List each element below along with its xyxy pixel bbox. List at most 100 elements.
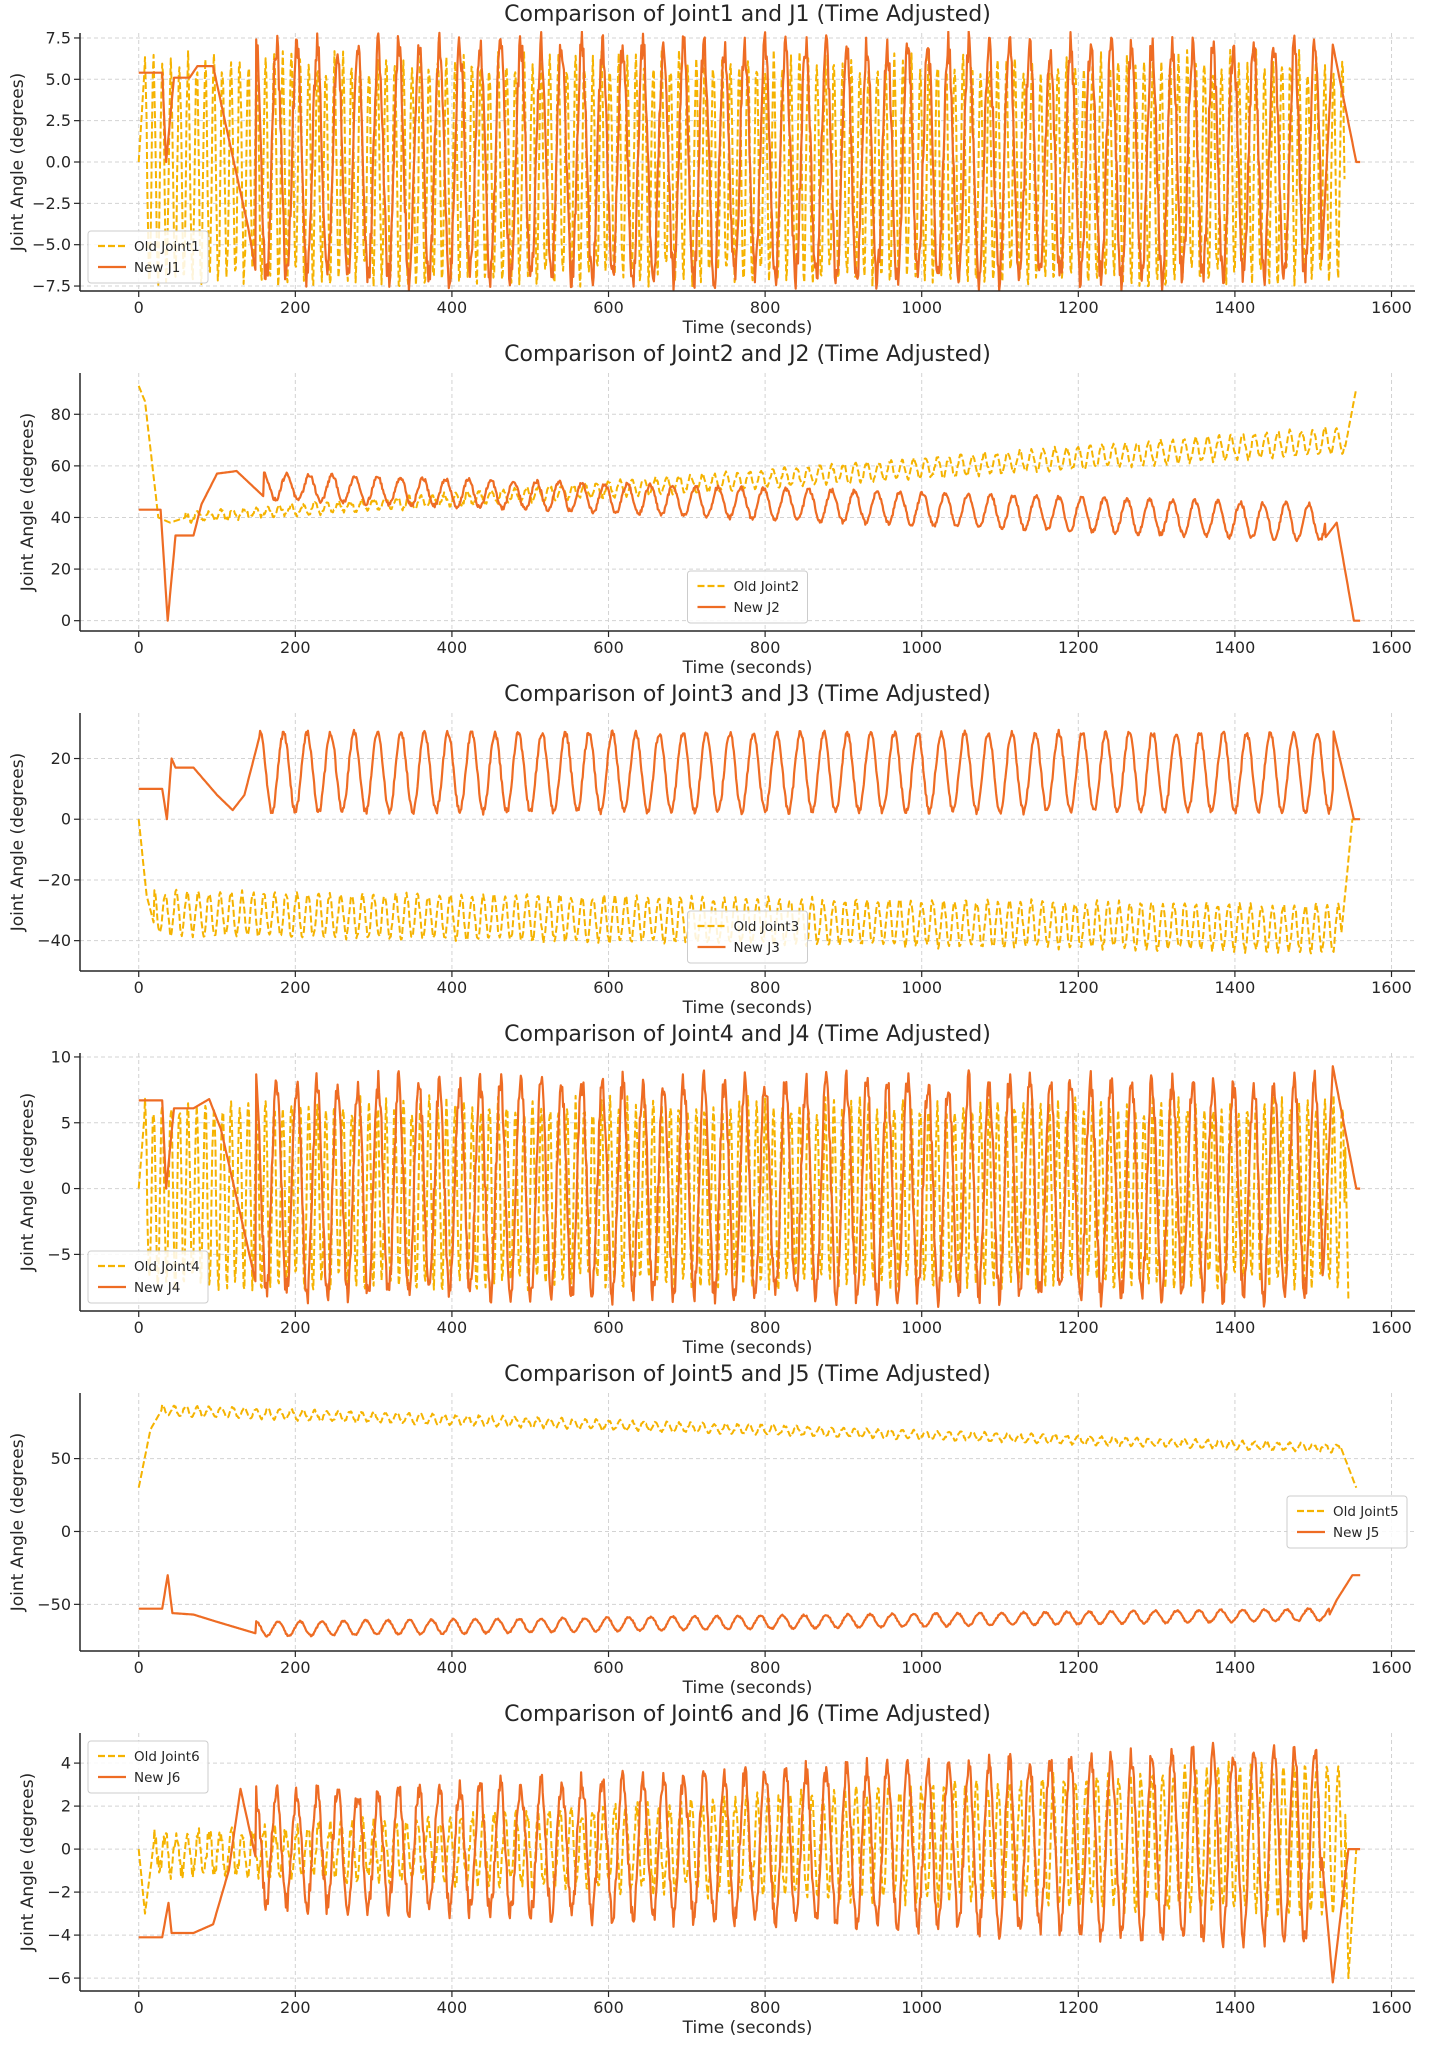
legend: Old Joint4 New J4 xyxy=(87,1250,209,1304)
x-tick-label: 0 xyxy=(134,1658,144,1677)
chart-panel-5: 0 200 400 600 800 1000 1200 1400 1600 50 0 −50 Compa… xyxy=(8,1362,1415,1698)
legend-label-new: New J1 xyxy=(134,260,180,276)
x-tick-label: 1600 xyxy=(1371,1658,1412,1677)
y-tick-label: 0 xyxy=(61,611,71,630)
y-tick-label: 0 xyxy=(61,1840,71,1859)
legend-box xyxy=(1286,1495,1408,1549)
x-tick-label: 1000 xyxy=(901,1998,942,2017)
x-tick-label: 600 xyxy=(593,298,624,317)
legend-box xyxy=(687,570,808,624)
y-tick-label: −4 xyxy=(47,1926,71,1945)
series-line-new xyxy=(138,1065,1361,1308)
legend-box xyxy=(687,910,808,964)
y-tick-label: 0 xyxy=(61,1179,71,1198)
series-line-new xyxy=(138,1574,1361,1638)
x-tick-label: 1200 xyxy=(1058,298,1099,317)
x-tick-label: 1400 xyxy=(1215,1658,1256,1677)
x-tick-label: 0 xyxy=(134,638,144,657)
x-tick-label: 600 xyxy=(593,978,624,997)
x-tick-label: 200 xyxy=(280,638,311,657)
x-tick-label: 400 xyxy=(437,638,468,657)
y-tick-label: 80 xyxy=(51,405,71,424)
chart-panel-3: 0 200 400 600 800 1000 1200 1400 1600200−20−40Co… xyxy=(8,682,1415,1018)
y-tick-label: 5 xyxy=(61,1113,71,1132)
x-tick-label: 1200 xyxy=(1058,1998,1099,2017)
x-tick-label: 800 xyxy=(750,638,781,657)
chart-panel-6: 0 200 400 600 800 1000 1200 1400 1600 4 2 0 −2 −4 −6 Co… xyxy=(18,1702,1415,2038)
x-axis-label: Time (seconds) xyxy=(682,318,813,338)
y-tick-label: −5.0 xyxy=(32,235,71,254)
y-tick-label: 7.5 xyxy=(46,28,71,47)
x-tick-label: 1000 xyxy=(901,1658,942,1677)
y-tick-label: 20 xyxy=(51,560,71,579)
x-tick-label: 1000 xyxy=(901,638,942,657)
x-tick-label: 1600 xyxy=(1371,1998,1412,2017)
y-tick-label: −20 xyxy=(37,870,71,889)
legend: Old Joint3 New J3 xyxy=(687,910,808,964)
legend-label-old: Old Joint6 xyxy=(134,1749,200,1765)
series-line-old xyxy=(137,1403,1358,1489)
x-tick-label: 400 xyxy=(437,1998,468,2017)
x-tick-label: 200 xyxy=(280,298,311,317)
y-axis-label: Joint Angle (degrees) xyxy=(18,413,38,592)
series-line-old xyxy=(137,1094,1350,1301)
legend: Old Joint2 New J2 xyxy=(687,570,808,624)
x-tick-label: 800 xyxy=(750,1658,781,1677)
legend-label-old: Old Joint4 xyxy=(134,1259,200,1275)
x-tick-label: 200 xyxy=(280,978,311,997)
y-tick-label: −2 xyxy=(47,1883,71,1902)
x-tick-label: 600 xyxy=(593,1998,624,2017)
chart-panel-4: 0 200 400 600 800 1000 1200 1400 1600 10 5 0 −5 Compa… xyxy=(18,1022,1415,1358)
y-axis-label: Joint Angle (degrees) xyxy=(18,1773,38,1952)
series-line-new xyxy=(138,728,1361,821)
y-tick-label: −6 xyxy=(47,1969,71,1988)
x-tick-label: 800 xyxy=(750,298,781,317)
series-line-old xyxy=(137,818,1357,955)
y-tick-label: 5.0 xyxy=(46,70,71,89)
legend-label-new: New J2 xyxy=(734,600,780,616)
series-line-old xyxy=(137,385,1358,524)
x-tick-label: 1400 xyxy=(1215,1998,1256,2017)
series-line-old xyxy=(137,48,1346,288)
x-tick-label: 0 xyxy=(134,978,144,997)
x-tick-label: 1600 xyxy=(1371,638,1412,657)
chart-title: Comparison of Joint6 and J6 (Time Adjust… xyxy=(504,1702,991,1727)
y-axis-label: Joint Angle (degrees) xyxy=(8,753,28,932)
x-axis-label: Time (seconds) xyxy=(682,2018,813,2038)
legend: Old Joint1 New J1 xyxy=(87,230,209,284)
chart-panel-1: 0 200 400 600 800 1000 1200 1400 1600 7.5 5.0 2.5 0.… xyxy=(8,2,1415,338)
x-tick-label: 1200 xyxy=(1058,1318,1099,1337)
chart-title: Comparison of Joint2 and J2 (Time Adjust… xyxy=(504,342,991,367)
y-tick-label: −7.5 xyxy=(32,277,71,296)
x-tick-label: 1400 xyxy=(1215,1318,1256,1337)
x-tick-label: 1600 xyxy=(1371,1318,1412,1337)
legend-label-new: New J6 xyxy=(134,1770,180,1786)
x-tick-label: 400 xyxy=(437,978,468,997)
y-axis-label: Joint Angle (degrees) xyxy=(8,1433,28,1612)
legend-label-new: New J4 xyxy=(134,1280,180,1296)
x-tick-label: 1000 xyxy=(901,1318,942,1337)
y-axis-label: Joint Angle (degrees) xyxy=(18,1093,38,1272)
y-tick-label: −50 xyxy=(37,1595,71,1614)
x-tick-label: 1200 xyxy=(1058,638,1099,657)
x-tick-label: 800 xyxy=(750,1998,781,2017)
x-tick-label: 0 xyxy=(134,298,144,317)
legend-box xyxy=(87,1250,209,1304)
x-tick-label: 1600 xyxy=(1371,298,1412,317)
legend-label-new: New J3 xyxy=(734,940,780,956)
chart-title: Comparison of Joint5 and J5 (Time Adjust… xyxy=(504,1362,991,1387)
x-tick-label: 800 xyxy=(750,978,781,997)
x-tick-label: 600 xyxy=(593,1318,624,1337)
chart-title: Comparison of Joint1 and J1 (Time Adjust… xyxy=(504,2,991,27)
y-tick-label: 20 xyxy=(51,749,71,768)
chart-title: Comparison of Joint4 and J4 (Time Adjust… xyxy=(504,1022,991,1047)
x-tick-label: 600 xyxy=(593,1658,624,1677)
series-line-new xyxy=(138,1741,1361,1984)
x-tick-label: 1000 xyxy=(901,978,942,997)
y-tick-label: 0 xyxy=(61,1522,71,1541)
legend-label-old: Old Joint3 xyxy=(734,919,800,935)
y-tick-label: 2.5 xyxy=(46,111,71,130)
series-line-new xyxy=(138,469,1361,622)
y-tick-label: 4 xyxy=(61,1754,71,1773)
